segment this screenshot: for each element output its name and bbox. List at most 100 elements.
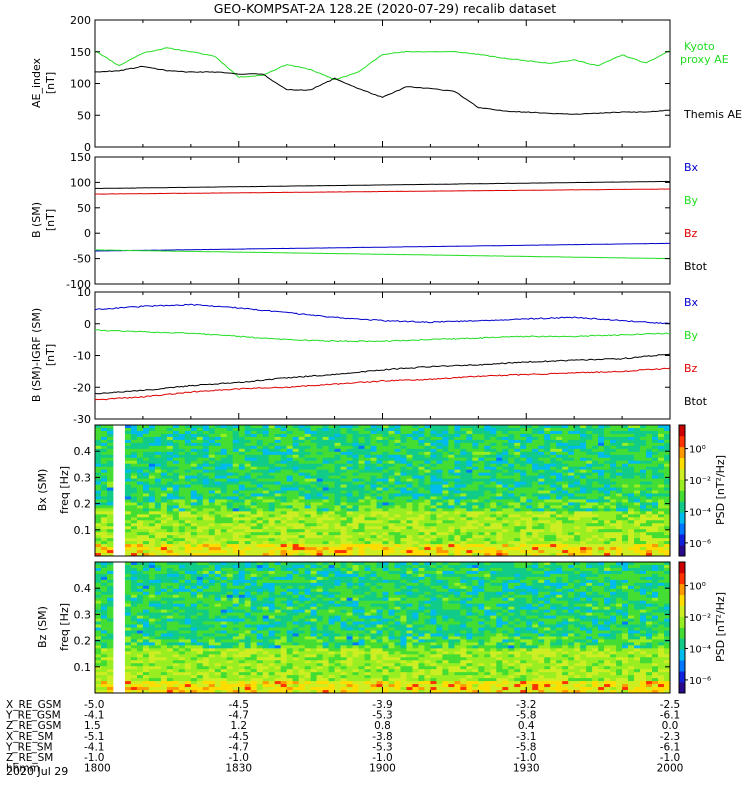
spectrogram-cell <box>598 511 605 515</box>
spectrogram-cell <box>376 439 383 444</box>
spectrogram-cell <box>166 439 174 444</box>
spectrogram-cell <box>406 496 413 500</box>
spectrogram-cell <box>514 445 521 450</box>
spectrogram-cell <box>100 544 108 548</box>
spectrogram-cell <box>202 621 210 625</box>
spectrogram-cell <box>538 538 545 542</box>
spectrogram-cell <box>214 425 222 429</box>
y-axis-unit: [nT] <box>44 209 57 231</box>
spectrogram-cell <box>95 678 102 682</box>
spectrogram-cell <box>526 457 533 462</box>
spectrogram-cell <box>262 520 270 524</box>
spectrogram-cell <box>256 511 264 515</box>
spectrogram-cell <box>292 472 300 477</box>
spectrogram-cell <box>376 425 383 429</box>
spectrogram-cell <box>622 442 629 447</box>
spectrogram-cell <box>358 523 365 527</box>
spectrogram-cell <box>616 553 623 557</box>
spectrogram-cell <box>544 430 551 435</box>
spectrogram-cell <box>154 636 162 640</box>
spectrogram-cell <box>244 457 252 462</box>
spectrogram-cell <box>376 463 383 468</box>
spectrogram-cell <box>238 496 246 500</box>
spectrogram-cell <box>490 484 497 488</box>
spectrogram-cell <box>520 553 527 557</box>
spectrogram-cell <box>352 448 359 453</box>
spectrogram-cell <box>196 442 204 447</box>
spectrogram-cell <box>574 454 581 459</box>
spectrogram-cell <box>202 487 210 491</box>
spectrogram-cell <box>340 487 347 491</box>
spectrogram-cell <box>238 553 246 557</box>
spectrogram-cell <box>556 520 563 524</box>
spectrogram-cell <box>592 514 599 518</box>
spectrogram-cell <box>148 457 156 462</box>
spectrogram-cell <box>544 550 551 554</box>
spectrogram-cell <box>622 526 629 530</box>
spectrogram-cell <box>268 520 276 524</box>
spectrogram-cell <box>196 627 204 631</box>
spectrogram-cell <box>454 454 461 459</box>
spectrogram-cell <box>592 469 599 474</box>
spectrogram-cell <box>646 478 653 482</box>
spectrogram-cell <box>244 544 252 548</box>
spectrogram-cell <box>130 681 138 685</box>
spectrogram-cell <box>370 505 377 509</box>
spectrogram-cell <box>556 550 563 554</box>
spectrogram-cell <box>292 496 300 500</box>
spectrogram-cell <box>256 523 264 527</box>
spectrogram-cell <box>454 430 461 435</box>
spectrogram-cell <box>334 538 341 542</box>
spectrogram-cell <box>442 505 449 509</box>
spectrogram-cell <box>196 550 204 554</box>
spectrogram-cell <box>100 430 108 435</box>
spectrogram-cell <box>292 517 300 521</box>
spectrogram-cell <box>130 547 138 551</box>
spectrogram-cell <box>496 517 503 521</box>
spectrogram-cell <box>436 442 443 447</box>
spectrogram-cell <box>95 687 102 691</box>
spectrogram-cell <box>142 430 150 435</box>
spectrogram-cell <box>658 517 665 521</box>
spectrogram-cell <box>196 436 204 441</box>
spectrogram-cell <box>166 657 174 661</box>
spectrogram-cell <box>100 645 108 649</box>
spectrogram-cell <box>460 535 467 539</box>
spectrogram-cell <box>160 490 168 494</box>
spectrogram-cell <box>238 517 246 521</box>
spectrogram-cell <box>232 502 240 506</box>
spectrogram-cell <box>220 460 228 465</box>
spectrogram-cell <box>352 442 359 447</box>
spectrogram-cell <box>544 526 551 530</box>
spectrogram-cell <box>622 430 629 435</box>
spectrogram-cell <box>214 547 222 551</box>
spectrogram-cell <box>238 425 246 429</box>
spectrogram-cell <box>130 669 138 673</box>
spectrogram-cell <box>490 514 497 518</box>
spectrogram-cell <box>190 505 198 509</box>
spectrogram-cell <box>214 472 222 477</box>
spectrogram-cell <box>262 544 270 548</box>
spectrogram-cell <box>466 541 473 545</box>
spectrogram-cell <box>250 478 258 482</box>
spectrogram-cell <box>448 472 455 477</box>
spectrogram-cell <box>604 445 611 450</box>
spectrogram-cell <box>136 609 144 614</box>
series-line-themis-ae <box>95 65 671 115</box>
spectrogram-cell <box>580 457 587 462</box>
spectrogram-cell <box>184 439 192 444</box>
spectrogram-cell <box>412 520 419 524</box>
spectrogram-cell <box>598 520 605 524</box>
spectrogram-cell <box>142 615 150 619</box>
spectrogram-cell <box>130 579 138 584</box>
spectrogram-cell <box>136 433 144 438</box>
spectrogram-cell <box>634 502 641 506</box>
spectrogram-cell <box>424 496 431 500</box>
spectrogram-cell <box>160 436 168 441</box>
spectrogram-cell <box>106 603 114 608</box>
spectrogram-cell <box>442 526 449 530</box>
spectrogram-cell <box>124 639 132 643</box>
spectrogram-cell <box>178 657 186 661</box>
spectrogram-cell <box>148 630 156 634</box>
spectrogram-cell <box>604 490 611 494</box>
